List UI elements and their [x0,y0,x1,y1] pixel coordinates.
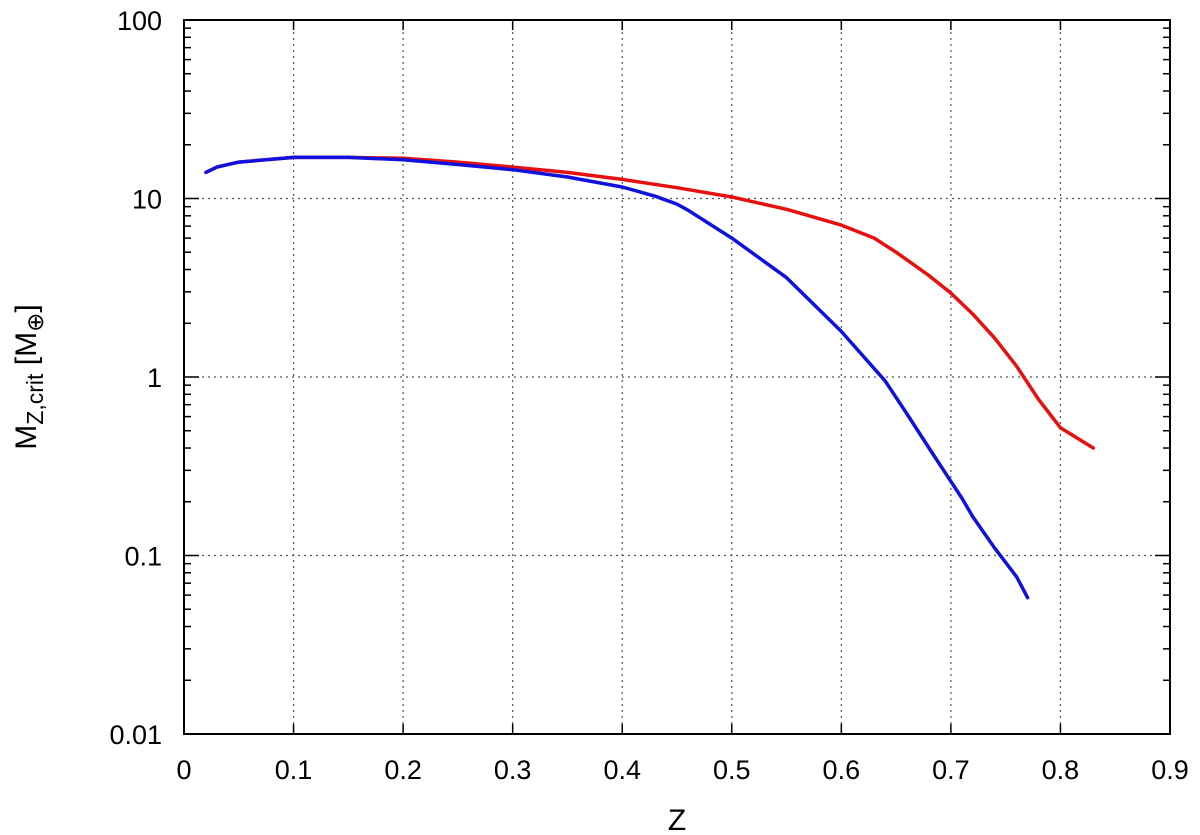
y-axis-label-unit-open: [M [10,332,43,374]
plot-frame [183,19,1171,735]
y-tick-label: 1 [147,363,162,393]
x-tick-label: 0.6 [823,755,861,785]
x-tick-label: 0.3 [494,755,532,785]
series-line-2 [204,155,1030,600]
x-axis-label: Z [668,804,686,835]
x-tick-label: 0.8 [1042,755,1080,785]
y-tick-label: 10 [132,185,162,215]
x-tick-label: 0 [176,755,191,785]
svg-text:MZ,crit [M⊕]: MZ,crit [M⊕] [10,304,48,449]
series-line-1 [204,155,1096,450]
y-axis-label-unit-subscript: ⊕ [22,313,48,332]
y-axis-label: MZ,crit [M⊕] [10,304,48,449]
y-axis-label-subscript: Z,crit [22,373,48,425]
x-tick-label: 0.9 [1151,755,1189,785]
y-axis-label-main: M [10,425,43,450]
series-group [204,155,1096,600]
x-tick-label: 0.5 [713,755,751,785]
y-tick-label: 0.1 [124,542,162,572]
x-tick-label: 0.2 [384,755,422,785]
y-tick-label: 100 [117,6,162,36]
x-tick-label: 0.1 [275,755,313,785]
grid [184,20,1170,734]
y-axis-label-unit-close: ] [10,304,43,312]
y-tick-label: 0.01 [109,720,162,750]
x-tick-label: 0.4 [603,755,641,785]
x-tick-label: 0.7 [932,755,970,785]
x-tick-labels: 0 0.1 0.2 0.3 0.4 0.5 0.6 0.7 0.8 0.9 [176,755,1188,785]
y-tick-labels: 0.01 0.1 1 10 100 [109,6,162,750]
